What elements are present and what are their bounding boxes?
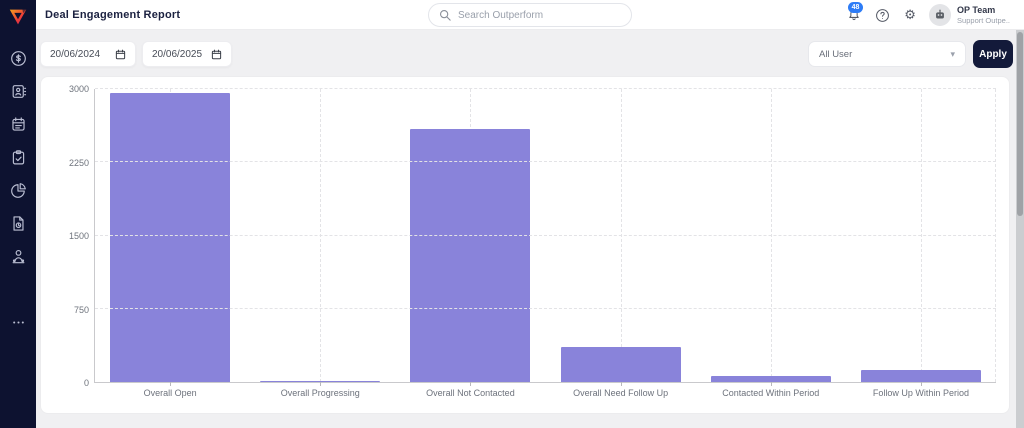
y-axis-labels: 0 750 1500 2250 3000 [49,84,89,388]
notification-badge: 48 [848,2,864,13]
help-icon[interactable] [873,6,891,24]
user-filter-value: All User [819,48,853,60]
scrollbar-track[interactable] [1016,30,1024,428]
bar [260,380,381,382]
chevron-down-icon: ▾ [950,48,955,59]
bar [560,346,681,382]
bar [860,369,981,382]
sidebar [0,0,36,428]
contacts-icon[interactable] [10,83,27,100]
horizontal-gridline [95,161,996,163]
page-title: Deal Engagement Report [45,8,181,21]
vertical-gridline [320,89,322,382]
bar [110,92,231,382]
vertical-gridline [770,89,772,382]
documents-icon[interactable] [10,215,27,232]
bar-column: Overall Progressing [245,89,395,398]
apply-button[interactable]: Apply [973,40,1013,68]
date-to-field[interactable]: 20/06/2025 [142,41,232,67]
x-category-label: Overall Progressing [280,388,360,398]
plot-right-gridline [995,89,996,382]
calendar-icon[interactable] [10,116,27,133]
users-icon[interactable] [10,248,27,265]
x-tick [470,382,472,386]
y-tick-label: 0 [83,378,89,388]
date-to-value: 20/06/2025 [152,48,203,60]
y-tick-label: 2250 [68,157,89,168]
sidebar-menu [10,50,27,331]
calendar-glyph-icon [115,49,126,60]
header-actions: 48 ⚙ [845,0,1010,30]
settings-gear-icon[interactable]: ⚙ [904,7,916,23]
user-subtitle: Support Outpe.. [957,15,1010,25]
bar [410,129,531,382]
date-from-field[interactable]: 20/06/2024 [40,41,136,67]
y-tick-label: 1500 [68,231,89,241]
vertical-gridline [620,89,622,382]
plot-columns: Overall Open Overall Progressing Overall N… [95,89,996,398]
notifications-bell-icon[interactable]: 48 [845,2,864,24]
vertical-gridline [920,89,922,382]
reports-pie-chart-icon[interactable] [10,182,27,199]
x-tick [620,382,622,386]
avatar [929,4,952,26]
y-tick-label: 3000 [68,84,89,94]
x-tick [770,382,772,386]
global-search[interactable] [428,3,632,27]
user-menu[interactable]: OP Team Support Outpe.. [929,4,1010,26]
more-dots-icon[interactable] [10,314,27,331]
tasks-clipboard-icon[interactable] [10,149,27,166]
horizontal-gridline [95,234,996,236]
search-input[interactable] [458,9,621,21]
x-category-label: Overall Not Contacted [426,388,515,398]
x-category-label: Follow Up Within Period [872,388,969,398]
chart-card: 0 750 1500 2250 3000 Overall Open Overall Pro… [40,76,1010,414]
x-category-label: Overall Open [143,388,197,398]
date-from-value: 20/06/2024 [50,48,101,60]
horizontal-gridline [95,307,996,309]
bar [710,375,831,382]
y-tick-label: 750 [73,304,89,315]
x-category-label: Overall Need Follow Up [573,388,669,398]
top-header: Deal Engagement Report 48 [36,0,1024,30]
bar-column: Contacted Within Period [696,89,846,398]
search-icon [439,9,451,21]
plot-area: Overall Open Overall Progressing Overall N… [94,88,996,398]
deals-dollar-icon[interactable] [10,50,27,67]
bar-column: Overall Open [95,89,245,398]
scrollbar-thumb[interactable] [1017,32,1023,216]
x-tick [320,382,322,386]
x-category-label: Contacted Within Period [722,388,820,398]
calendar-glyph-icon [211,49,222,60]
brand-logo-icon[interactable] [6,5,30,29]
x-tick [920,382,922,386]
horizontal-gridline [95,88,996,89]
bar-column: Overall Not Contacted [395,89,545,398]
user-filter-select[interactable]: All User ▾ [808,41,966,67]
x-tick [170,382,172,386]
bar-column: Follow Up Within Period [846,89,996,398]
user-name: OP Team [957,5,996,16]
bar-column: Overall Need Follow Up [546,89,696,398]
